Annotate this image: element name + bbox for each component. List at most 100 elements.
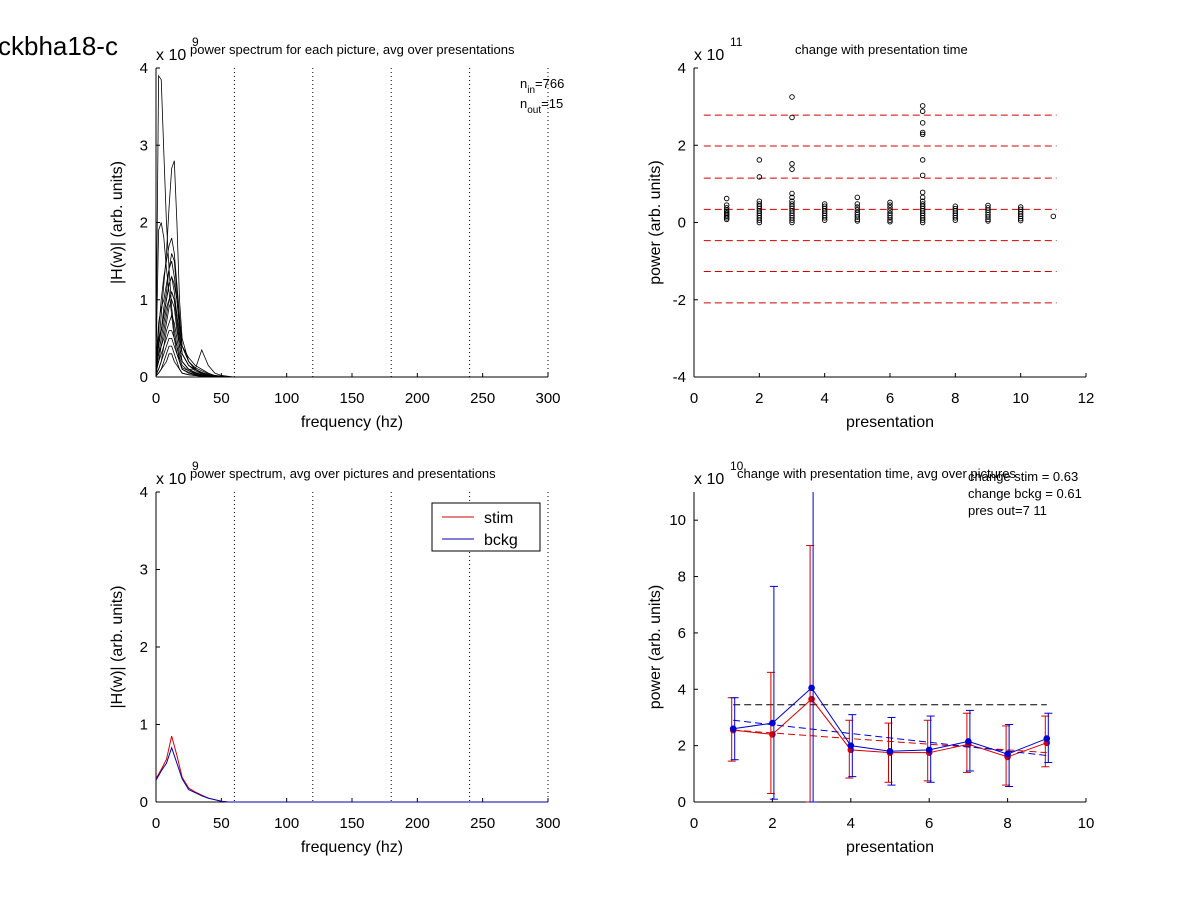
data-point <box>919 189 926 196</box>
spectrum-line <box>155 222 548 378</box>
data-point <box>854 201 861 207</box>
y-multiplier: x 10 <box>694 471 724 488</box>
data-point-bckg <box>769 719 776 727</box>
spectrum-line <box>155 237 548 378</box>
data-point <box>1050 213 1057 220</box>
series-line-bckg <box>733 687 1047 755</box>
x-tick-label: 100 <box>274 390 299 407</box>
data-point <box>919 217 926 223</box>
data-point <box>985 216 991 223</box>
trend-line-bckg <box>733 719 1047 756</box>
chart-title: power spectrum for each picture, avg ove… <box>190 42 515 57</box>
data-point-stim <box>769 731 776 738</box>
data-point <box>1017 215 1024 222</box>
x-tick-label: 100 <box>274 815 299 832</box>
x-tick-label: 250 <box>470 390 495 407</box>
data-point <box>919 172 926 179</box>
data-point <box>887 218 893 225</box>
spectrum-line <box>155 290 548 378</box>
data-point <box>789 219 795 226</box>
x-tick-label: 8 <box>951 390 959 407</box>
data-point-bckg <box>886 747 894 755</box>
y-multiplier-exponent: 9 <box>192 35 199 49</box>
x-tick-label: 0 <box>690 815 698 832</box>
data-point-bckg <box>808 684 815 692</box>
y-tick-label: 0 <box>678 215 686 232</box>
x-tick-label: 0 <box>152 390 160 407</box>
data-point-bckg <box>729 725 737 733</box>
x-tick-label: 8 <box>1003 815 1011 832</box>
y-tick-label: 0 <box>140 369 148 386</box>
data-point <box>919 219 926 226</box>
y-multiplier: x 10 <box>694 47 724 64</box>
x-axis-label: frequency (hz) <box>301 414 403 431</box>
y-tick-label: 2 <box>140 215 148 232</box>
x-axis-label: frequency (hz) <box>301 839 403 856</box>
count-annotation: nin=766 <box>520 76 564 96</box>
spectrum-line <box>155 313 548 378</box>
data-point <box>1017 217 1024 224</box>
x-tick-label: 0 <box>152 815 160 832</box>
y-tick-label: 4 <box>140 484 148 501</box>
data-point <box>854 194 861 201</box>
data-point <box>756 157 763 163</box>
legend-label: stim <box>484 510 513 527</box>
x-tick-label: 250 <box>470 815 495 832</box>
chart-title: change with presentation time <box>795 42 968 57</box>
legend-box <box>431 502 541 552</box>
data-point <box>887 205 893 211</box>
legend: stim bckg <box>431 502 541 552</box>
y-multiplier: x 10 <box>156 47 186 64</box>
y-tick-label: 4 <box>140 60 148 77</box>
data-point <box>887 199 893 206</box>
data-point-bckg <box>965 738 972 745</box>
y-multiplier: x 10 <box>156 471 186 488</box>
spectrum-line <box>155 260 548 378</box>
x-tick-label: 12 <box>1078 390 1095 407</box>
stat-annotation: change stim = 0.63 <box>968 469 1078 484</box>
x-tick-label: 6 <box>925 815 933 832</box>
data-point <box>756 219 763 226</box>
data-point <box>789 166 795 172</box>
spectrum-line <box>155 345 548 378</box>
stat-annotation: pres out=7 11 <box>968 503 1047 518</box>
count-annotation: nout=15 <box>520 96 563 116</box>
data-point <box>919 157 926 163</box>
data-point <box>756 217 763 223</box>
y-tick-label: 2 <box>140 639 148 656</box>
spectrum-line <box>155 330 548 378</box>
x-tick-label: 4 <box>847 815 855 832</box>
y-axis-label: power (arb. units) <box>647 585 664 710</box>
spectrum-line <box>155 160 548 378</box>
y-tick-label: 4 <box>678 681 686 698</box>
x-tick-label: 4 <box>820 390 828 407</box>
series-line-bckg <box>155 746 548 803</box>
x-tick-label: 0 <box>690 390 698 407</box>
spectrum-line <box>155 275 548 378</box>
chart-title: change with presentation time, avg over … <box>737 466 1016 481</box>
chart-p2: 0 2 4 6 8 10 12 -4 -2 0 2 4 x 10 11 change with presen… <box>647 35 1094 431</box>
y-tick-label: 1 <box>140 717 148 734</box>
figure-title: ckbha18-c <box>0 31 118 61</box>
data-point <box>723 205 730 211</box>
data-point <box>789 190 795 197</box>
y-tick-label: -4 <box>673 369 686 386</box>
y-multiplier-exponent: 9 <box>192 459 199 473</box>
y-tick-label: 2 <box>678 738 686 755</box>
x-tick-label: 50 <box>213 815 230 832</box>
y-multiplier-exponent: 10 <box>730 459 744 473</box>
data-point <box>789 94 795 100</box>
data-point-bckg <box>1004 750 1011 758</box>
data-point <box>985 218 991 224</box>
x-tick-label: 200 <box>405 815 430 832</box>
data-point <box>723 215 730 221</box>
data-point <box>854 218 861 224</box>
x-tick-label: 6 <box>886 390 894 407</box>
y-axis-label: |H(w)| (arb. units) <box>109 586 126 709</box>
data-point <box>919 108 926 115</box>
data-point <box>821 215 828 221</box>
y-tick-label: 3 <box>140 137 148 154</box>
